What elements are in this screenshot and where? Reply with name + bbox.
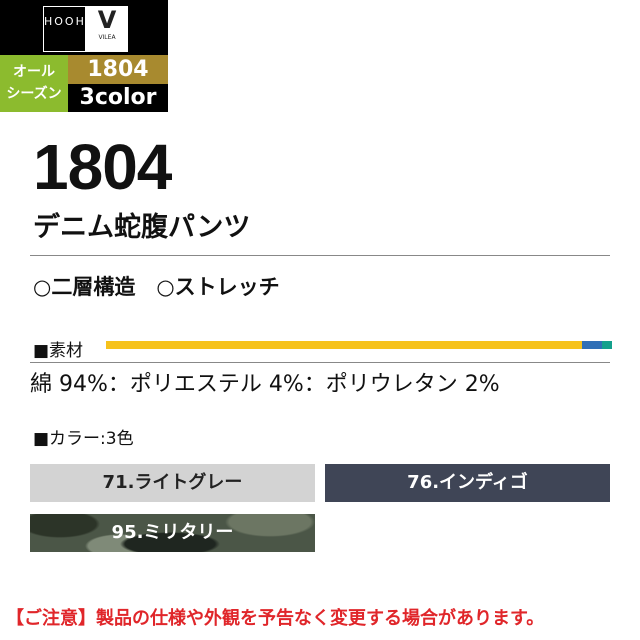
color-name: 71.ライトグレー bbox=[102, 472, 243, 493]
product-name: デニム蛇腹パンツ bbox=[33, 212, 251, 243]
color-name: 76.インディゴ bbox=[407, 472, 528, 493]
color-name: 95.ミリタリー bbox=[111, 522, 234, 543]
divider bbox=[30, 362, 610, 363]
color-label: ■カラー:3色 bbox=[33, 429, 134, 449]
material-text: 綿 94%：ポリエステル 4%：ポリウレタン 2% bbox=[30, 372, 500, 397]
color-swatch-military: 95.ミリタリー bbox=[30, 514, 315, 552]
material-segment bbox=[106, 341, 582, 349]
material-composition-bar bbox=[106, 341, 612, 349]
divider bbox=[30, 255, 610, 256]
vilea-logo: V VILEA bbox=[86, 6, 128, 52]
vilea-text: VILEA bbox=[98, 34, 116, 41]
badge-product-number: 1804 bbox=[68, 55, 168, 84]
product-number-title: 1804 bbox=[33, 131, 172, 203]
material-segment bbox=[601, 341, 612, 349]
season-line-1: オール bbox=[13, 64, 55, 80]
material-segment bbox=[581, 341, 602, 349]
season-line-2: シーズン bbox=[6, 86, 62, 102]
badge-color-count: 3color bbox=[79, 85, 157, 110]
hooh-logo: HOOH bbox=[43, 6, 86, 52]
color-swatch-light-gray: 71.ライトグレー bbox=[30, 464, 315, 502]
notice: 【ご注意】製品の仕様や外観を予告なく変更する場合があります。 bbox=[6, 608, 545, 629]
vilea-mark: V bbox=[97, 6, 117, 34]
season-badge: オール シーズン bbox=[0, 55, 68, 112]
material-label: ■素材 bbox=[33, 341, 84, 361]
color-swatch-indigo: 76.インディゴ bbox=[325, 464, 610, 502]
features: ○二層構造 ○ストレッチ bbox=[33, 275, 280, 299]
